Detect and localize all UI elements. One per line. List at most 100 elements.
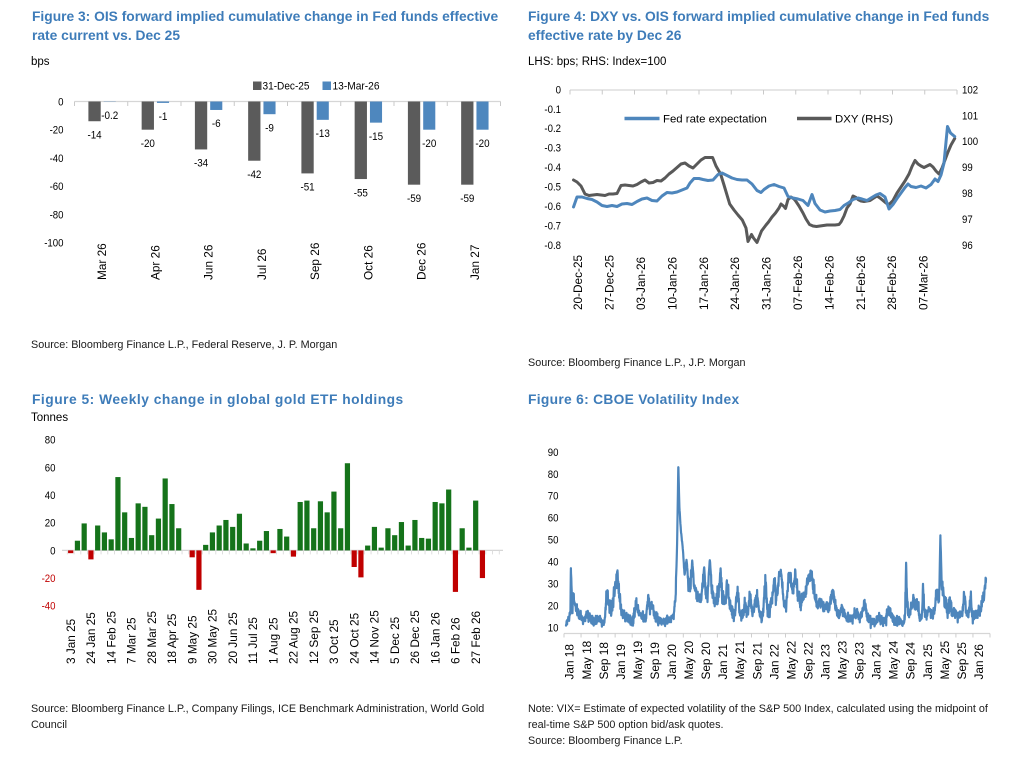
svg-text:26 Dec 25: 26 Dec 25 bbox=[408, 610, 422, 664]
svg-text:May 18: May 18 bbox=[580, 640, 594, 679]
svg-text:98: 98 bbox=[962, 188, 973, 200]
svg-text:18 Apr 25: 18 Apr 25 bbox=[165, 613, 179, 664]
svg-text:Sep 23: Sep 23 bbox=[853, 642, 867, 680]
svg-text:24-Jan-26: 24-Jan-26 bbox=[728, 256, 742, 310]
svg-text:102: 102 bbox=[962, 84, 978, 96]
svg-text:0: 0 bbox=[50, 545, 55, 557]
svg-text:Fed rate expectation: Fed rate expectation bbox=[663, 114, 767, 126]
svg-text:-0.7: -0.7 bbox=[544, 220, 561, 232]
svg-text:28 Mar 25: 28 Mar 25 bbox=[145, 610, 159, 664]
svg-text:13-Mar-26: 13-Mar-26 bbox=[333, 81, 380, 93]
svg-text:-13: -13 bbox=[316, 128, 330, 140]
svg-text:14-Feb-26: 14-Feb-26 bbox=[822, 255, 836, 310]
svg-text:-9: -9 bbox=[265, 122, 274, 134]
svg-text:90: 90 bbox=[548, 447, 559, 459]
svg-text:96: 96 bbox=[962, 240, 973, 252]
svg-text:60: 60 bbox=[548, 513, 559, 525]
svg-text:-40: -40 bbox=[42, 601, 56, 613]
svg-text:30: 30 bbox=[548, 579, 559, 591]
svg-text:May 24: May 24 bbox=[887, 640, 901, 679]
svg-text:14 Nov 25: 14 Nov 25 bbox=[368, 610, 382, 664]
svg-text:-20: -20 bbox=[50, 125, 64, 137]
svg-text:-51: -51 bbox=[300, 182, 314, 194]
svg-text:Jan 23: Jan 23 bbox=[818, 644, 832, 680]
svg-text:May 20: May 20 bbox=[682, 640, 696, 679]
svg-text:May 22: May 22 bbox=[784, 641, 798, 680]
svg-text:Sep 24: Sep 24 bbox=[904, 642, 918, 680]
svg-text:17-Jan-26: 17-Jan-26 bbox=[697, 256, 711, 310]
svg-text:20: 20 bbox=[45, 518, 56, 530]
svg-text:Jan 27: Jan 27 bbox=[468, 245, 482, 280]
svg-text:-15: -15 bbox=[369, 131, 383, 143]
svg-text:24 Jan 25: 24 Jan 25 bbox=[84, 612, 98, 664]
svg-text:Jul 26: Jul 26 bbox=[255, 248, 269, 280]
svg-text:6 Feb 26: 6 Feb 26 bbox=[449, 617, 463, 664]
svg-text:-34: -34 bbox=[194, 158, 208, 170]
svg-text:20: 20 bbox=[548, 601, 559, 613]
svg-text:-20: -20 bbox=[141, 138, 155, 150]
svg-text:-59: -59 bbox=[460, 193, 474, 205]
svg-text:-0.2: -0.2 bbox=[544, 123, 561, 135]
svg-text:-14: -14 bbox=[87, 129, 101, 141]
svg-text:10: 10 bbox=[548, 622, 559, 634]
svg-text:60: 60 bbox=[45, 462, 56, 474]
svg-text:May 25: May 25 bbox=[938, 640, 952, 679]
svg-text:16 Jan 26: 16 Jan 26 bbox=[428, 612, 442, 664]
svg-text:24 Oct 25: 24 Oct 25 bbox=[347, 612, 361, 664]
svg-text:0: 0 bbox=[58, 97, 63, 109]
svg-text:-20: -20 bbox=[42, 573, 56, 585]
svg-text:Jan 24: Jan 24 bbox=[870, 644, 884, 680]
svg-text:Jan 18: Jan 18 bbox=[563, 644, 577, 680]
svg-text:-1: -1 bbox=[159, 111, 168, 123]
svg-text:07-Mar-26: 07-Mar-26 bbox=[917, 255, 931, 310]
svg-text:20-Dec-25: 20-Dec-25 bbox=[571, 254, 585, 310]
svg-text:DXY (RHS): DXY (RHS) bbox=[835, 114, 893, 126]
svg-text:Jan 25: Jan 25 bbox=[921, 644, 935, 680]
svg-text:14 Feb 25: 14 Feb 25 bbox=[104, 610, 118, 664]
svg-text:07-Feb-26: 07-Feb-26 bbox=[791, 255, 805, 310]
svg-text:Jan 20: Jan 20 bbox=[665, 644, 679, 680]
svg-text:Sep 21: Sep 21 bbox=[750, 642, 764, 679]
svg-text:-0.4: -0.4 bbox=[544, 162, 561, 174]
svg-text:-0.8: -0.8 bbox=[544, 240, 561, 252]
svg-text:May 21: May 21 bbox=[733, 641, 747, 680]
svg-text:-55: -55 bbox=[354, 187, 368, 199]
svg-text:Sep 25: Sep 25 bbox=[955, 642, 969, 680]
svg-text:100: 100 bbox=[962, 136, 978, 148]
svg-text:-0.2: -0.2 bbox=[101, 110, 118, 122]
svg-text:Jan 19: Jan 19 bbox=[614, 644, 628, 679]
svg-text:80: 80 bbox=[45, 435, 56, 447]
svg-text:Jun 26: Jun 26 bbox=[202, 244, 216, 280]
svg-text:03-Jan-26: 03-Jan-26 bbox=[634, 256, 648, 310]
svg-text:40: 40 bbox=[45, 490, 56, 502]
svg-text:Jan 22: Jan 22 bbox=[767, 644, 781, 679]
svg-text:Sep 22: Sep 22 bbox=[801, 642, 815, 679]
svg-text:-42: -42 bbox=[247, 169, 261, 181]
svg-text:-60: -60 bbox=[50, 181, 64, 193]
svg-text:Dec 26: Dec 26 bbox=[415, 242, 429, 280]
svg-text:Apr 26: Apr 26 bbox=[148, 245, 162, 280]
svg-text:28-Feb-26: 28-Feb-26 bbox=[885, 255, 899, 310]
svg-text:-0.5: -0.5 bbox=[544, 182, 561, 194]
svg-text:3 Oct 25: 3 Oct 25 bbox=[327, 619, 341, 664]
svg-text:Sep 19: Sep 19 bbox=[648, 642, 662, 679]
svg-text:Sep 26: Sep 26 bbox=[308, 242, 322, 280]
svg-text:5 Dec 25: 5 Dec 25 bbox=[388, 616, 402, 664]
svg-text:21-Feb-26: 21-Feb-26 bbox=[854, 255, 868, 310]
svg-text:Jan 21: Jan 21 bbox=[716, 644, 730, 679]
svg-text:31-Dec-25: 31-Dec-25 bbox=[263, 81, 310, 93]
svg-text:Sep 18: Sep 18 bbox=[597, 642, 611, 680]
svg-text:-0.3: -0.3 bbox=[544, 143, 561, 155]
svg-text:0: 0 bbox=[556, 84, 561, 96]
svg-text:-6: -6 bbox=[212, 118, 221, 130]
svg-text:3 Jan 25: 3 Jan 25 bbox=[64, 618, 78, 664]
svg-text:30 May 25: 30 May 25 bbox=[206, 608, 220, 664]
svg-text:1 Aug 25: 1 Aug 25 bbox=[266, 617, 280, 664]
svg-text:97: 97 bbox=[962, 214, 973, 226]
svg-text:-80: -80 bbox=[50, 209, 64, 221]
svg-text:50: 50 bbox=[548, 535, 559, 547]
svg-text:-20: -20 bbox=[422, 138, 436, 150]
svg-text:-40: -40 bbox=[50, 153, 64, 165]
svg-text:27 Feb 26: 27 Feb 26 bbox=[469, 610, 483, 664]
svg-text:27-Dec-25: 27-Dec-25 bbox=[603, 254, 617, 310]
